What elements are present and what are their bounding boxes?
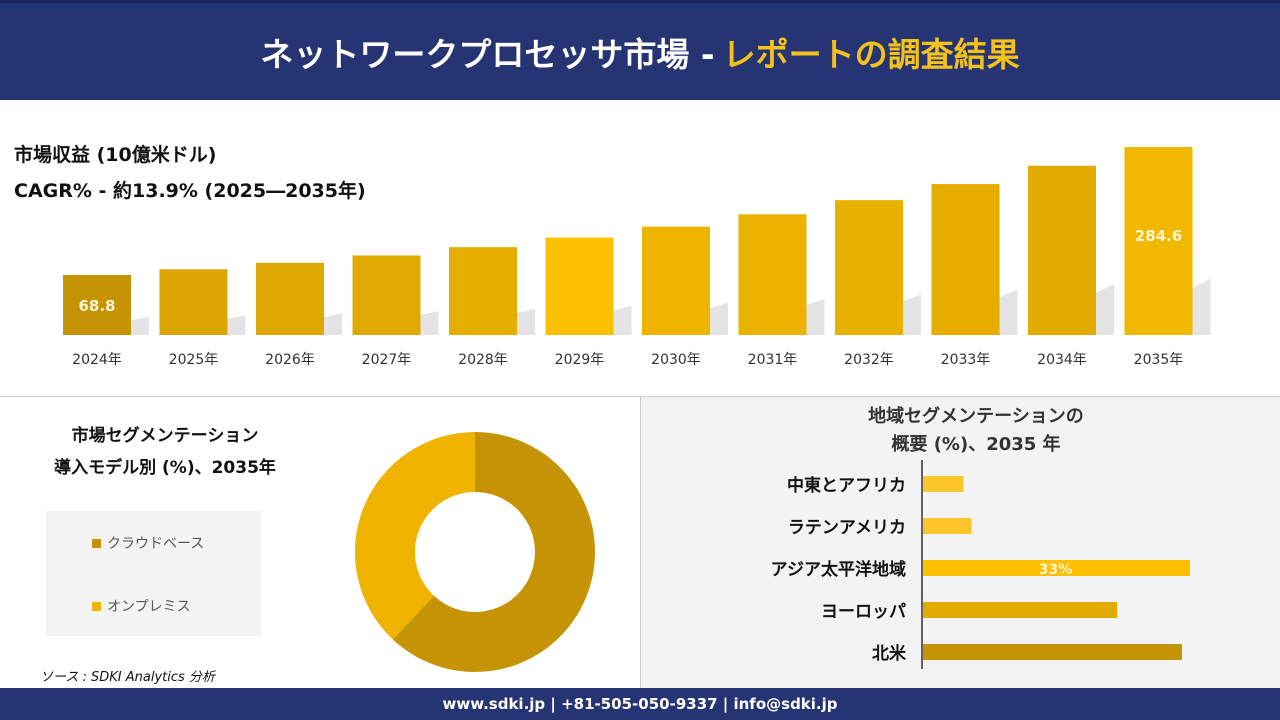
region-title: 地域セグメンテーションの 概要 (%)、2035 年: [641, 403, 1280, 459]
region-label: 北米: [872, 643, 907, 664]
donut-slice-0: [392, 432, 595, 672]
region-panel: 地域セグメンテーションの 概要 (%)、2035 年 中東とアフリカ ラテンアメリ…: [640, 397, 1280, 688]
bar-2024年: [63, 275, 131, 335]
bar-2026年: [256, 262, 324, 335]
region-bar: [923, 602, 1118, 618]
title-main: ネットワークプロセッサ市場 -: [260, 34, 715, 74]
bar-shadow: [1192, 278, 1211, 335]
bar-2025年: [159, 269, 228, 335]
bar-2034年: [1028, 165, 1096, 335]
revenue-bar-chart: 2024年 68.8 2025年 2026年 2027年 2028年 2029年 2030年 2…: [63, 147, 1211, 368]
bar-shadow: [227, 315, 246, 335]
divider: [0, 396, 1280, 397]
region-title-line2: 概要 (%)、2035 年: [891, 434, 1061, 455]
segment-title: 市場セグメンテーション 導入モデル別 (%)、2035年: [30, 420, 300, 484]
header-banner: ネットワークプロセッサ市場 - レポートの調査結果: [0, 0, 1280, 100]
region-label: 中東とアフリカ: [787, 475, 906, 496]
x-tick-label: 2035年: [1134, 352, 1184, 368]
region-label: ヨーロッパ: [821, 602, 906, 622]
segment-title-line1: 市場セグメンテーション: [71, 426, 259, 446]
region-bar: [923, 476, 964, 492]
legend-item-cloud: クラウドベース: [92, 533, 204, 553]
bar-shadow: [517, 308, 535, 335]
bar-2035年: [1124, 147, 1193, 335]
deployment-donut-chart: [354, 432, 595, 672]
region-bar: [923, 518, 972, 534]
legend-swatch: [92, 601, 101, 611]
x-tick-label: 2024年: [72, 352, 122, 368]
bar-2033年: [931, 184, 1000, 335]
revenue-title: 市場収益 (10億米ドル): [14, 144, 217, 166]
x-tick-label: 2030年: [651, 352, 701, 368]
x-tick-label: 2033年: [941, 352, 991, 368]
cagr-text: CAGR% - 約13.9% (2025―2035年): [14, 180, 366, 202]
x-tick-label: 2027年: [362, 352, 412, 368]
x-tick-label: 2026年: [265, 352, 315, 368]
donut-slice-1: [354, 432, 475, 640]
source-note: ソース : SDKI Analytics 分析: [40, 670, 215, 685]
bar-shadow: [324, 313, 342, 335]
bar-2027年: [352, 255, 421, 335]
data-label: 68.8: [78, 297, 115, 315]
bar-2032年: [835, 200, 903, 335]
x-tick-label: 2032年: [844, 352, 894, 368]
legend-label: クラウドベース: [107, 536, 205, 552]
x-tick-label: 2034年: [1037, 352, 1087, 368]
bar-2029年: [545, 237, 614, 335]
bar-shadow: [903, 294, 921, 335]
x-tick-label: 2031年: [748, 352, 798, 368]
bar-shadow: [131, 317, 149, 335]
footer-contact: www.sdki.jp | +81-505-050-9337 | info@sd…: [0, 688, 1280, 720]
x-tick-label: 2025年: [169, 352, 219, 368]
title-highlight: レポートの調査結果: [722, 34, 1020, 74]
data-label: 284.6: [1135, 227, 1182, 245]
legend-label: オンプレミス: [107, 599, 191, 615]
data-label: 33%: [1039, 562, 1073, 578]
legend-swatch: [92, 538, 101, 548]
donut-legend: [46, 511, 261, 636]
bar-shadow: [999, 289, 1018, 335]
bar-shadow: [1096, 284, 1114, 335]
legend-item-onprem: オンプレミス: [92, 596, 191, 616]
bar-2031年: [738, 214, 807, 335]
region-bar: [923, 560, 1190, 576]
region-title-line1: 地域セグメンテーションの: [868, 406, 1084, 427]
bar-shadow: [613, 305, 632, 335]
bar-2030年: [642, 226, 710, 335]
region-label: ラテンアメリカ: [788, 518, 906, 538]
bar-shadow: [420, 311, 439, 335]
bar-shadow: [710, 302, 728, 335]
region-label: アジア太平洋地域: [771, 559, 906, 580]
segment-title-line2: 導入モデル別 (%)、2035年: [54, 458, 276, 478]
bar-shadow: [806, 298, 825, 335]
x-tick-label: 2029年: [555, 352, 605, 368]
x-tick-label: 2028年: [458, 352, 508, 368]
bar-2028年: [449, 247, 517, 335]
region-bar: [923, 644, 1182, 660]
